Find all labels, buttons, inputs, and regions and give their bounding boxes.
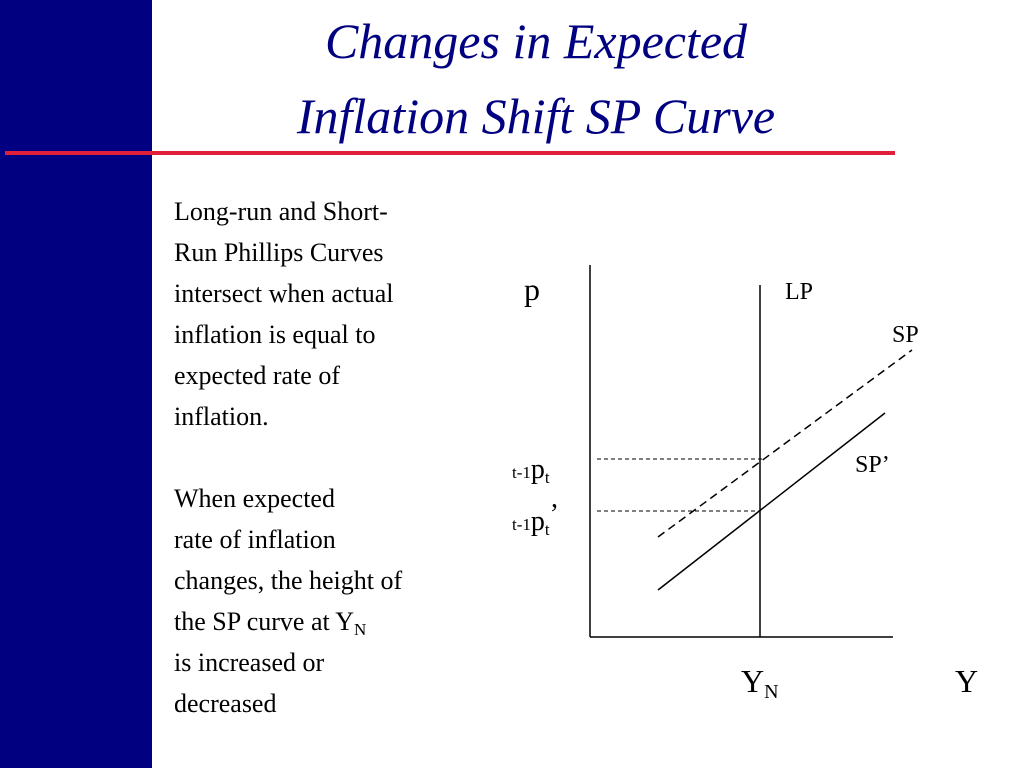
body-line: is increased or — [174, 648, 325, 677]
sp-prime-curve — [657, 412, 886, 591]
diagram — [589, 265, 913, 638]
body-line-text: the SP curve at Y — [174, 607, 354, 636]
level-suffix: ’ — [550, 499, 559, 530]
body-line-sub: N — [354, 620, 366, 639]
body-line: inflation is equal to — [174, 320, 375, 349]
body-line: intersect when actual — [174, 279, 393, 308]
level-label: t-1pt — [512, 454, 550, 487]
curve-label: LP — [785, 279, 813, 305]
title-line: Inflation Shift SP Curve — [296, 88, 775, 144]
x-axis-label: Y — [955, 663, 978, 699]
body-line: changes, the height of — [174, 566, 402, 595]
level-sub: t — [545, 520, 550, 539]
level-pre: t-1 — [512, 515, 531, 534]
level-label: t-1pt’ — [512, 499, 559, 539]
side-bar — [0, 0, 152, 768]
y-axis-label: p — [524, 271, 540, 307]
body-line: inflation. — [174, 402, 269, 431]
curve-label: SP’ — [855, 452, 890, 478]
level-pre: t-1 — [512, 463, 531, 482]
yn-sub: N — [764, 681, 778, 703]
body-text: Long-run and Short- Run Phillips Curves in… — [174, 197, 402, 718]
title-line: Changes in Expected — [325, 13, 748, 69]
curve-label: SP — [892, 322, 919, 348]
level-main: p — [531, 454, 545, 485]
sp-curve — [657, 349, 913, 538]
body-line: When expected — [174, 484, 335, 513]
body-line: rate of inflation — [174, 525, 336, 554]
level-main: p — [531, 506, 545, 537]
divider — [5, 151, 895, 155]
yn-main: Y — [741, 663, 764, 699]
body-line: decreased — [174, 689, 276, 718]
body-line: Long-run and Short- — [174, 197, 388, 226]
level-sub: t — [545, 468, 550, 487]
body-line: expected rate of — [174, 361, 340, 390]
natural-output-label: YN — [741, 663, 779, 703]
body-line: the SP curve at YN — [174, 607, 366, 639]
body-line: Run Phillips Curves — [174, 238, 383, 267]
